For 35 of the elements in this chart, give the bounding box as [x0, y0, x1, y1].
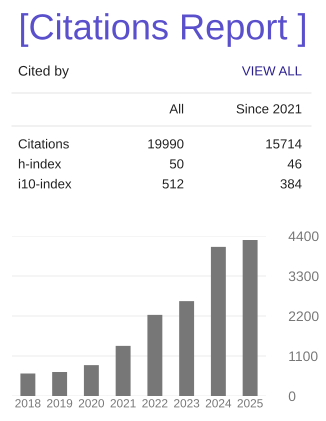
x-tick-label: 2020: [78, 399, 104, 408]
text: Cited by: [18, 66, 69, 78]
text: VIEW ALL: [242, 66, 302, 76]
data-label: 46: [288, 159, 302, 169]
bar: [147, 314, 162, 396]
x-tick-label: 2025: [238, 399, 263, 408]
text: All: [169, 104, 184, 114]
category-label: h-index: [18, 158, 62, 169]
text: [Citations Report ]: [21, 13, 305, 47]
category-label: Citations: [18, 138, 69, 149]
y-tick-label: 3300: [288, 271, 319, 282]
data-label: 19990: [148, 139, 184, 149]
data-label: 50: [170, 159, 184, 169]
bar: [20, 373, 36, 396]
bar: [116, 346, 131, 396]
bar: [179, 301, 194, 396]
x-tick-label: 2022: [142, 399, 168, 408]
bar: [210, 246, 226, 396]
x-tick-label: 2019: [47, 399, 72, 408]
x-tick-label: 2021: [110, 399, 136, 408]
bar: [52, 372, 68, 396]
data-label: 15714: [266, 139, 302, 149]
y-tick-label: 1100: [289, 351, 318, 362]
y-tick-label: 4400: [288, 231, 319, 242]
data-label: 384: [280, 179, 302, 189]
x-tick-label: 2024: [206, 399, 232, 408]
x-tick-label: 2023: [174, 399, 200, 408]
y-tick-label: 0: [288, 391, 296, 402]
bar: [84, 365, 99, 396]
y-tick-label: 2200: [288, 311, 319, 322]
bar: [242, 240, 258, 396]
category-label: i10-index: [18, 178, 72, 189]
data-label: 512: [162, 179, 184, 189]
text: Since 2021: [236, 104, 302, 114]
x-tick-label: 2018: [15, 399, 40, 408]
